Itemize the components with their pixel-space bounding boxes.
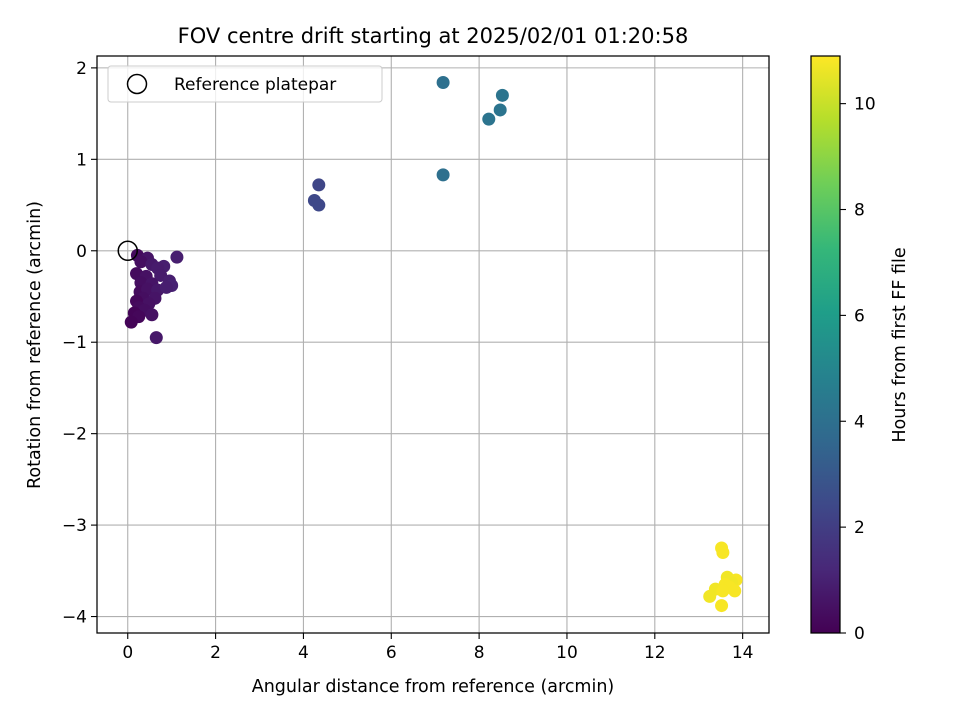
x-tick-label: 14	[732, 643, 754, 663]
colorbar-label: Hours from first FF file	[890, 247, 910, 442]
y-axis-ticks: −4 −3 −2 −1 0 1 2	[62, 59, 97, 628]
x-tick-label: 0	[122, 643, 133, 663]
legend-box	[107, 65, 383, 103]
data-point	[159, 280, 173, 294]
data-point	[149, 331, 163, 345]
y-tick-label: −3	[62, 516, 87, 536]
data-point	[703, 589, 717, 603]
y-tick-label: −4	[62, 608, 87, 628]
legend: Reference platepar	[107, 65, 383, 103]
reference-marker-layer	[117, 240, 138, 262]
x-tick-label: 8	[474, 643, 485, 663]
x-tick-label: 10	[556, 643, 578, 663]
colorbar: 0 2 4 6 8 10 Hours from first FF file	[810, 55, 910, 644]
colorbar-ticks: 0 2 4 6 8 10	[840, 95, 876, 644]
x-tick-label: 4	[298, 643, 309, 663]
legend-label: Reference platepar	[174, 75, 336, 95]
data-point	[436, 76, 450, 90]
data-point	[482, 112, 496, 126]
data-point	[715, 599, 729, 613]
chart-title: FOV centre drift starting at 2025/02/01 …	[178, 24, 689, 48]
data-point	[124, 315, 138, 329]
data-point	[312, 178, 326, 192]
colorbar-frame	[810, 55, 841, 634]
x-axis-label: Angular distance from reference (arcmin)	[252, 677, 615, 697]
y-tick-label: 2	[76, 59, 87, 79]
y-axis-label: Rotation from reference (arcmin)	[25, 201, 45, 489]
y-tick-label: −1	[62, 333, 87, 353]
data-point	[716, 546, 730, 560]
x-tick-label: 12	[644, 643, 666, 663]
colorbar-tick-label: 0	[854, 624, 865, 644]
y-tick-label: −2	[62, 425, 87, 445]
data-point	[493, 103, 507, 117]
colorbar-tick-label: 4	[854, 412, 865, 432]
data-point	[728, 584, 742, 598]
legend-open-circle-icon	[126, 73, 148, 95]
colorbar-tick-label: 10	[854, 95, 876, 115]
data-points	[124, 76, 743, 613]
plot-frame	[96, 55, 770, 634]
colorbar-tick-label: 2	[854, 518, 865, 538]
x-tick-label: 2	[210, 643, 221, 663]
colorbar-tick-label: 8	[854, 201, 865, 221]
y-tick-label: 1	[76, 150, 87, 170]
data-point	[495, 88, 509, 102]
data-point	[716, 584, 730, 598]
colorbar-tick-label: 6	[854, 306, 865, 326]
data-point	[312, 198, 326, 212]
y-tick-label: 0	[76, 242, 87, 262]
x-axis-ticks: 0 2 4 6 8 10 12 14	[122, 633, 753, 663]
data-point	[170, 250, 184, 264]
reference-platepar-marker	[117, 240, 138, 262]
data-point	[436, 168, 450, 182]
colorbar-gradient	[811, 56, 840, 633]
x-tick-label: 6	[386, 643, 397, 663]
grid	[97, 56, 769, 633]
data-point	[134, 255, 148, 269]
data-point	[145, 308, 159, 322]
